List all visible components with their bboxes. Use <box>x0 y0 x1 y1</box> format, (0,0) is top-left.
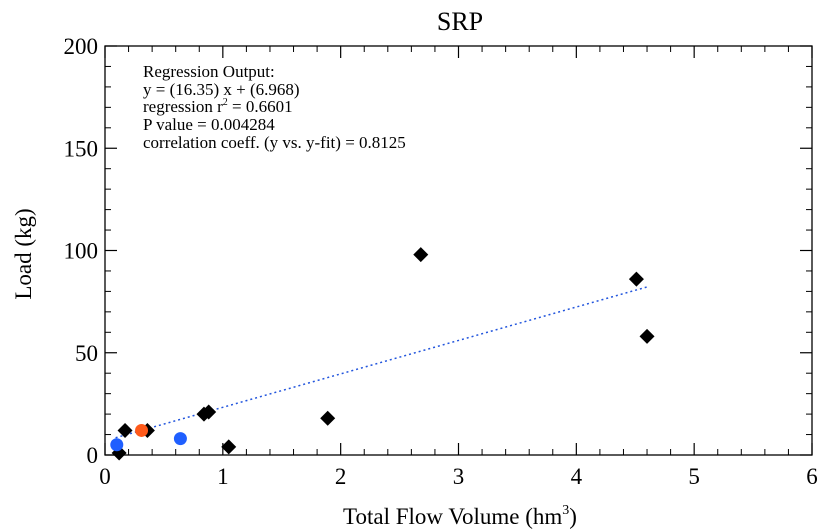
chart-title: SRP <box>437 7 483 36</box>
y-tick-label: 150 <box>64 136 99 161</box>
regression-annotation: Regression Output: y = (16.35) x + (6.96… <box>143 62 406 152</box>
diamond-point <box>221 439 237 455</box>
tick-labels: 0 1 2 3 4 5 6 0 50 100 150 200 <box>64 34 818 489</box>
x-tick-label: 4 <box>571 464 583 489</box>
y-axis-label: Load (kg) <box>11 208 36 299</box>
x-tick-label: 0 <box>99 464 111 489</box>
x-tick-label: 1 <box>217 464 229 489</box>
y-tick-label: 50 <box>75 341 98 366</box>
diamond-point <box>628 271 644 287</box>
diamond-point <box>117 422 133 438</box>
annotation-r-squared: regression r2 = 0.6601 <box>143 97 293 116</box>
diamond-point <box>413 247 429 263</box>
annotation-correlation: correlation coeff. (y vs. y-fit) = 0.812… <box>143 133 406 152</box>
diamond-point <box>320 410 336 426</box>
x-tick-label: 2 <box>335 464 347 489</box>
circle-point <box>173 432 187 446</box>
axis-ticks <box>104 45 813 456</box>
x-tick-label: 5 <box>688 464 700 489</box>
circle-point <box>135 423 149 437</box>
diamond-point <box>639 328 655 344</box>
data-points <box>110 247 655 461</box>
y-tick-label: 100 <box>64 239 99 264</box>
annotation-title: Regression Output: <box>143 62 275 81</box>
x-tick-label: 3 <box>453 464 465 489</box>
x-tick-label: 6 <box>806 464 818 489</box>
y-tick-label: 200 <box>64 34 99 59</box>
x-axis-label: Total Flow Volume (hm3) <box>343 503 577 529</box>
circle-point <box>110 438 124 452</box>
annotation-p-value: P value = 0.004284 <box>143 115 275 134</box>
diamond-point <box>201 404 217 420</box>
regression-line <box>115 286 648 439</box>
y-tick-label: 0 <box>87 443 99 468</box>
annotation-equation: y = (16.35) x + (6.968) <box>143 80 300 99</box>
